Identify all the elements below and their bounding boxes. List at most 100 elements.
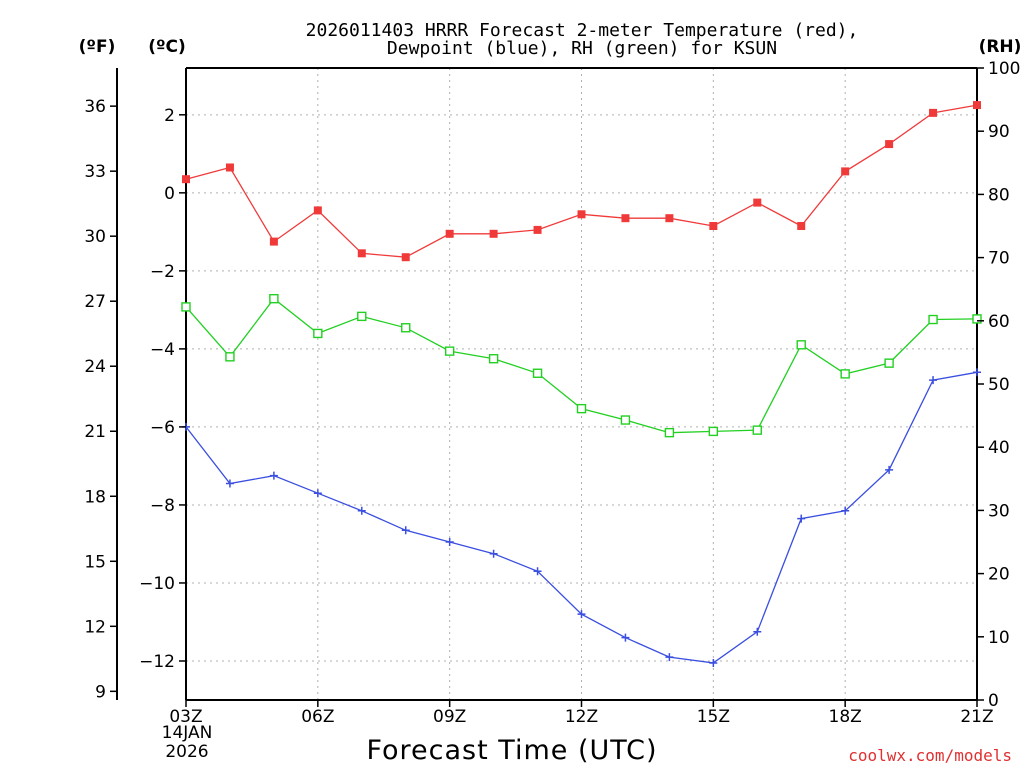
x-tick-label: 06Z bbox=[301, 707, 334, 727]
celsius-tick-label: −12 bbox=[139, 652, 175, 672]
celsius-tick-label: −2 bbox=[150, 262, 175, 282]
2-meter-temperature-point bbox=[533, 225, 542, 234]
rh-point bbox=[269, 293, 279, 304]
celsius-tick-label: −10 bbox=[139, 574, 175, 594]
fahrenheit-tick-label: 33 bbox=[84, 162, 106, 182]
fahrenheit-tick-label: 30 bbox=[84, 227, 106, 247]
fahrenheit-tick-label: 9 bbox=[95, 682, 106, 702]
rh-tick-label: 60 bbox=[988, 312, 1010, 332]
rh-point bbox=[357, 311, 367, 322]
dewpoint-point bbox=[225, 479, 234, 488]
2-meter-temperature-point bbox=[577, 210, 586, 219]
rh-point bbox=[576, 403, 587, 414]
fahrenheit-tick-label: 24 bbox=[84, 357, 106, 377]
rh-tick-label: 70 bbox=[988, 249, 1010, 269]
celsius-tick-label: −6 bbox=[150, 418, 175, 438]
dewpoint-point bbox=[357, 506, 366, 515]
fahrenheit-tick-label: 18 bbox=[84, 487, 106, 507]
rh-point bbox=[444, 346, 455, 356]
celsius-tick-label: 0 bbox=[164, 184, 175, 204]
x-axis-label: Forecast Time (UTC) bbox=[366, 735, 657, 766]
fahrenheit-tick-label: 27 bbox=[84, 292, 106, 312]
celsius-tick-label: 2 bbox=[164, 106, 175, 126]
dewpoint-point bbox=[709, 658, 718, 667]
x-tick-label: 09Z bbox=[433, 707, 466, 727]
rh-tick-label: 20 bbox=[988, 565, 1010, 585]
2-meter-temperature-point bbox=[665, 214, 674, 223]
dewpoint-point bbox=[577, 610, 586, 619]
date-label-line2: 2026 bbox=[165, 742, 208, 762]
rh-tick-label: 40 bbox=[988, 438, 1010, 458]
x-tick-label: 15Z bbox=[697, 707, 730, 727]
date-label-line1: 14JAN bbox=[162, 723, 213, 743]
dewpoint-point bbox=[929, 376, 938, 385]
x-tick-label: 18Z bbox=[829, 707, 862, 727]
rh-tick-label: 10 bbox=[988, 628, 1010, 648]
dewpoint-point bbox=[841, 506, 850, 515]
dewpoint-point bbox=[489, 549, 498, 558]
2-meter-temperature-point bbox=[489, 229, 498, 238]
fahrenheit-unit-label: (ºF) bbox=[79, 37, 116, 57]
rh-point bbox=[181, 302, 191, 312]
x-tick-label: 03Z bbox=[169, 707, 202, 727]
dewpoint-point bbox=[533, 567, 542, 576]
fahrenheit-tick-label: 15 bbox=[84, 552, 106, 572]
dewpoint-point bbox=[885, 465, 894, 474]
rh-tick-label: 90 bbox=[988, 122, 1010, 142]
2-meter-temperature-point bbox=[753, 198, 762, 207]
2-meter-temperature-point bbox=[445, 229, 454, 238]
rh-tick-label: 50 bbox=[988, 375, 1010, 395]
rh-point bbox=[488, 354, 499, 364]
celsius-unit-label: (ºC) bbox=[148, 37, 186, 57]
dewpoint-point bbox=[445, 538, 454, 546]
rh-point bbox=[796, 340, 806, 350]
rh-point bbox=[708, 426, 719, 437]
chart-title-line2: Dewpoint (blue), RH (green) for KSUN bbox=[387, 38, 777, 59]
2-meter-temperature-point bbox=[182, 175, 190, 184]
credit-text: coolwx.com/models bbox=[848, 746, 1012, 765]
dewpoint-point bbox=[401, 526, 410, 535]
fahrenheit-tick-label: 36 bbox=[84, 97, 106, 117]
rh-point bbox=[532, 368, 543, 378]
dewpoint-point bbox=[973, 368, 981, 377]
rh-point bbox=[972, 314, 982, 324]
rh-point bbox=[401, 323, 411, 333]
2-meter-temperature-point bbox=[401, 253, 410, 262]
dewpoint-point bbox=[621, 633, 630, 642]
2-meter-temperature-point bbox=[797, 222, 806, 230]
2-meter-temperature-line bbox=[185, 104, 978, 258]
rh-unit-label: (RH) bbox=[979, 37, 1022, 57]
celsius-tick-label: −4 bbox=[150, 340, 175, 360]
rh-tick-label: 80 bbox=[988, 185, 1010, 205]
2-meter-temperature-point bbox=[313, 206, 322, 215]
2-meter-temperature-point bbox=[621, 214, 630, 223]
rh-point bbox=[313, 328, 323, 339]
ticks-layer: 20−2−4−6−8−10−12363330272421181512910090… bbox=[84, 59, 1020, 727]
fahrenheit-tick-label: 12 bbox=[84, 617, 106, 637]
2-meter-temperature-point bbox=[929, 108, 938, 117]
x-tick-label: 21Z bbox=[960, 707, 993, 727]
x-tick-label: 12Z bbox=[565, 707, 598, 727]
rh-point bbox=[840, 369, 850, 379]
dewpoint-point bbox=[269, 471, 278, 480]
celsius-tick-label: −8 bbox=[150, 496, 175, 516]
rh-point bbox=[752, 425, 762, 435]
dewpoint-point bbox=[313, 489, 322, 498]
rh-tick-label: 0 bbox=[988, 691, 999, 711]
dewpoint-point bbox=[797, 514, 806, 523]
series-layer bbox=[181, 101, 982, 667]
fahrenheit-tick-label: 21 bbox=[84, 422, 106, 442]
dewpoint-point bbox=[665, 653, 674, 662]
rh-point bbox=[928, 314, 938, 325]
2-meter-temperature-point bbox=[973, 101, 981, 110]
2-meter-temperature-point bbox=[709, 222, 718, 230]
2-meter-temperature-point bbox=[225, 163, 234, 172]
rh-point bbox=[620, 415, 631, 425]
2-meter-temperature-point bbox=[885, 140, 894, 149]
rh-point bbox=[884, 358, 894, 368]
dewpoint-point bbox=[753, 627, 762, 636]
2-meter-temperature-point bbox=[357, 249, 366, 258]
rh-point bbox=[664, 427, 675, 438]
chart-title-line1: 2026011403 HRRR Forecast 2-meter Tempera… bbox=[306, 20, 859, 41]
